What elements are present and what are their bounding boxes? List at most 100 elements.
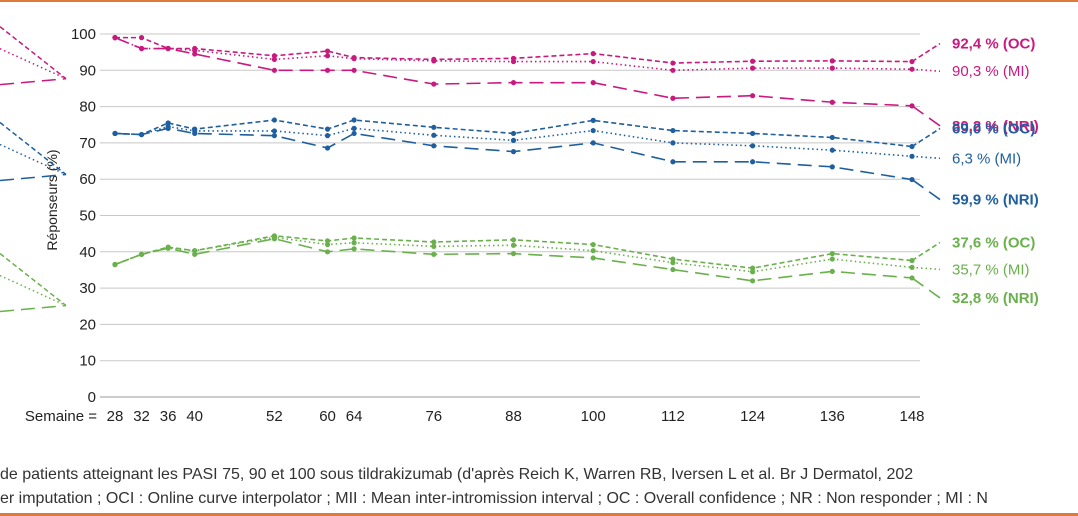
y-tick-label: 10: [79, 353, 96, 370]
lead-in-line: [0, 77, 67, 86]
data-point: [351, 125, 357, 131]
lead-in-line: [0, 252, 67, 307]
y-tick-label: 100: [71, 26, 96, 43]
x-tick-label: 28: [107, 408, 124, 425]
data-point: [510, 251, 517, 257]
data-point: [750, 159, 756, 165]
data-point: [431, 124, 437, 130]
lead-in-line: [0, 26, 67, 80]
data-point: [670, 266, 676, 273]
x-axis-ticks: 28 32 36 40 52 60 64 76 88 100 112 124 136 148: [107, 408, 925, 425]
lead-in-line: [0, 274, 67, 307]
data-point: [829, 134, 835, 141]
data-point: [750, 265, 756, 271]
data-point: [271, 128, 277, 134]
x-tick-label: 36: [160, 408, 177, 425]
data-point: [324, 145, 331, 151]
end-label: 6,3 % (MI): [952, 150, 1021, 167]
line-chart: 0 10 20 30 40 50 60 70 80 90 100 Réponseurs (%) Se…: [0, 26, 1039, 425]
data-point: [590, 255, 596, 261]
end-label: 32,8 % (NRI): [952, 290, 1039, 307]
data-point: [590, 248, 596, 254]
lead-in-line: [0, 143, 67, 176]
y-tick-label: 40: [79, 244, 96, 261]
label-connector: [911, 241, 941, 262]
data-point: [324, 249, 331, 255]
series-line: [114, 119, 913, 148]
lead-in-line: [0, 173, 67, 182]
data-point: [351, 117, 357, 123]
end-label: 69,0 % (OC): [952, 121, 1035, 138]
data-point: [324, 53, 331, 59]
data-point: [431, 239, 437, 245]
data-point: [138, 251, 145, 257]
y-tick-label: 70: [79, 135, 96, 152]
data-point: [431, 251, 437, 257]
y-axis-label: Réponseurs (%): [44, 149, 60, 250]
data-point: [829, 58, 835, 64]
data-point: [829, 268, 835, 275]
data-point: [351, 235, 357, 241]
y-tick-label: 50: [79, 208, 96, 225]
data-point: [165, 245, 171, 251]
data-point: [670, 140, 676, 146]
data-point: [670, 67, 676, 73]
series-lines: [112, 35, 915, 284]
data-point: [670, 256, 676, 262]
data-point: [165, 125, 171, 131]
x-tick-label: 32: [133, 408, 150, 425]
data-point: [324, 238, 331, 244]
end-label: 59,9 % (NRI): [952, 192, 1039, 209]
y-tick-label: 80: [79, 99, 96, 116]
data-point: [165, 120, 171, 126]
data-point: [590, 80, 596, 86]
lead-in-lines: [0, 26, 67, 313]
data-point: [431, 243, 437, 249]
data-point: [829, 147, 835, 153]
data-point: [271, 67, 277, 73]
label-connector: [911, 105, 941, 127]
data-point: [750, 65, 756, 71]
end-labels: 92,4 % (OC) 90,3 % (MI) 80,2 % (NRI)69,0 %…: [911, 36, 1039, 307]
data-point: [271, 117, 277, 123]
data-point: [351, 246, 357, 252]
series-line: [114, 125, 913, 158]
data-point: [670, 159, 676, 165]
data-point: [590, 51, 596, 57]
data-point: [590, 117, 596, 123]
data-point: [829, 256, 835, 262]
label-connector: [911, 178, 941, 201]
grid-lines: [100, 33, 920, 398]
label-connector: [911, 266, 941, 271]
data-point: [431, 58, 437, 64]
label-connector: [911, 127, 941, 148]
data-point: [324, 133, 331, 139]
data-point: [590, 140, 596, 146]
data-point: [192, 248, 198, 254]
x-tick-label: 100: [581, 408, 606, 425]
data-point: [431, 81, 437, 87]
end-label: 90,3 % (MI): [952, 63, 1030, 80]
series-line: [114, 236, 913, 273]
data-point: [431, 143, 437, 149]
data-point: [271, 53, 277, 59]
end-label: 80,2 % (NRI): [952, 118, 1039, 135]
data-point: [510, 149, 517, 155]
label-connector: [911, 277, 941, 299]
data-point: [829, 251, 835, 257]
series-line: [114, 127, 913, 181]
end-label: 92,4 % (OC): [952, 36, 1035, 53]
data-point: [510, 242, 517, 248]
data-point: [750, 130, 756, 137]
data-point: [829, 99, 835, 105]
x-tick-label: 52: [266, 408, 283, 425]
data-point: [510, 237, 517, 243]
data-point: [271, 236, 277, 242]
figure-caption-line-2: er imputation ; OCI : Online curve inter…: [0, 490, 988, 507]
x-tick-label: 136: [820, 408, 845, 425]
data-point: [192, 130, 198, 137]
data-point: [192, 47, 198, 53]
label-connector: [911, 68, 941, 73]
data-point: [192, 251, 198, 257]
x-tick-label: 148: [899, 408, 924, 425]
